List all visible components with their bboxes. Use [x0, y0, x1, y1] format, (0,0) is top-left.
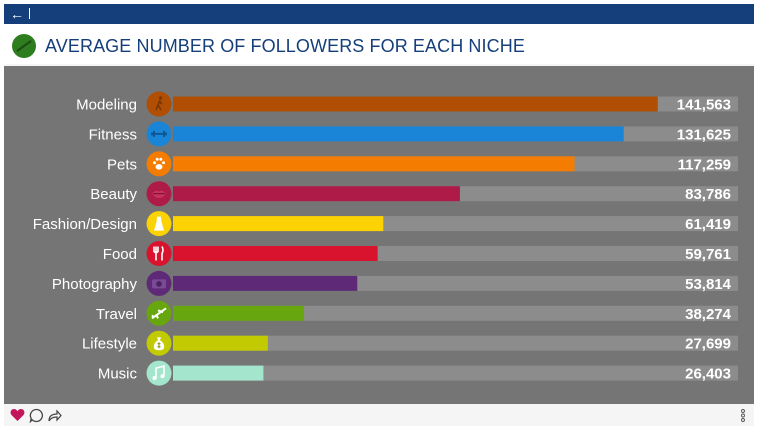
icon-part — [151, 307, 167, 320]
icon-part — [152, 376, 157, 381]
bar-pets[interactable] — [173, 156, 575, 172]
bar-modeling[interactable] — [173, 96, 658, 112]
icon-part — [155, 99, 163, 111]
icon-part — [155, 164, 163, 170]
bar-fitness[interactable] — [173, 126, 624, 142]
bar-track — [173, 365, 738, 381]
bar-food[interactable] — [173, 246, 378, 261]
category-label: Beauty — [90, 186, 137, 203]
category-label: Lifestyle — [82, 336, 137, 353]
icon-badge — [146, 360, 172, 386]
cursor-divider — [29, 8, 30, 19]
icon-part — [156, 281, 162, 287]
fork-knife-icon — [146, 241, 172, 266]
icon-badge — [146, 151, 172, 177]
icon-part — [157, 342, 161, 349]
page-title: AVERAGE NUMBER OF FOLLOWERS FOR EACH NIC… — [45, 36, 525, 56]
bar-beauty[interactable] — [173, 186, 460, 202]
arrow-left-icon[interactable]: ← — [10, 6, 24, 22]
icon-part — [152, 190, 166, 198]
infographic-frame: ← AVERAGE NUMBER OF FOLLOWERS FOR EACH N… — [4, 4, 754, 426]
bar-chart: Modeling 141,563 Fitness 131,625 Pets 117,259… — [33, 91, 738, 386]
comment-icon[interactable] — [29, 408, 44, 423]
bottom-bar — [4, 405, 754, 426]
lips-icon — [146, 181, 172, 207]
icon-part — [155, 157, 159, 161]
icon-part — [162, 161, 165, 165]
airplane-icon — [146, 300, 172, 326]
title-bar: AVERAGE NUMBER OF FOLLOWERS FOR EACH NIC… — [4, 24, 754, 64]
value-label: 61,419 — [685, 216, 731, 233]
bar-track — [173, 305, 738, 321]
bar-music[interactable] — [173, 365, 264, 381]
icon-part — [155, 365, 165, 379]
logo-stroke — [16, 40, 32, 52]
category-label: Fitness — [89, 126, 137, 143]
value-label: 141,563 — [677, 97, 731, 114]
category-label: Food — [103, 246, 137, 263]
icon-part — [153, 161, 156, 165]
icon-badge — [146, 241, 172, 266]
bar-lifestyle[interactable] — [173, 335, 268, 351]
category-label: Photography — [52, 276, 138, 293]
value-label: 83,786 — [685, 186, 731, 203]
value-label: 59,761 — [685, 246, 731, 263]
category-label: Modeling — [76, 97, 137, 114]
dumbbell-icon — [146, 121, 172, 147]
bar-track — [173, 335, 738, 351]
value-label: 53,814 — [685, 276, 732, 293]
money-bag-icon — [146, 330, 172, 356]
value-label: 117,259 — [678, 156, 731, 173]
value-label: 27,699 — [685, 336, 731, 353]
music-note-icon — [146, 360, 172, 386]
paw-icon — [146, 151, 172, 177]
more-icon[interactable] — [740, 408, 746, 423]
dress-icon — [146, 211, 172, 237]
value-label: 131,625 — [677, 126, 731, 143]
icon-part — [154, 216, 164, 231]
bar-fashion-design[interactable] — [173, 216, 384, 232]
top-bar: ← — [4, 4, 754, 24]
category-label: Fashion/Design — [33, 216, 137, 233]
camera-icon — [146, 270, 172, 296]
bar-photography[interactable] — [173, 275, 358, 291]
icon-part — [153, 246, 164, 261]
walking-person-icon — [146, 91, 172, 117]
icon-part — [151, 130, 167, 137]
category-label: Music — [98, 366, 138, 383]
icon-part — [159, 157, 163, 161]
globe-logo-icon — [12, 34, 36, 58]
value-label: 26,403 — [685, 366, 731, 383]
heart-icon[interactable] — [10, 408, 25, 422]
icon-part — [158, 96, 163, 100]
category-label: Travel — [96, 306, 137, 323]
bar-travel[interactable] — [173, 305, 305, 321]
value-label: 38,274 — [685, 306, 732, 323]
icon-part — [160, 374, 165, 379]
category-label: Pets — [107, 156, 137, 173]
share-icon[interactable] — [47, 408, 62, 423]
chart-panel: Modeling 141,563 Fitness 131,625 Pets 117,259… — [4, 66, 754, 404]
